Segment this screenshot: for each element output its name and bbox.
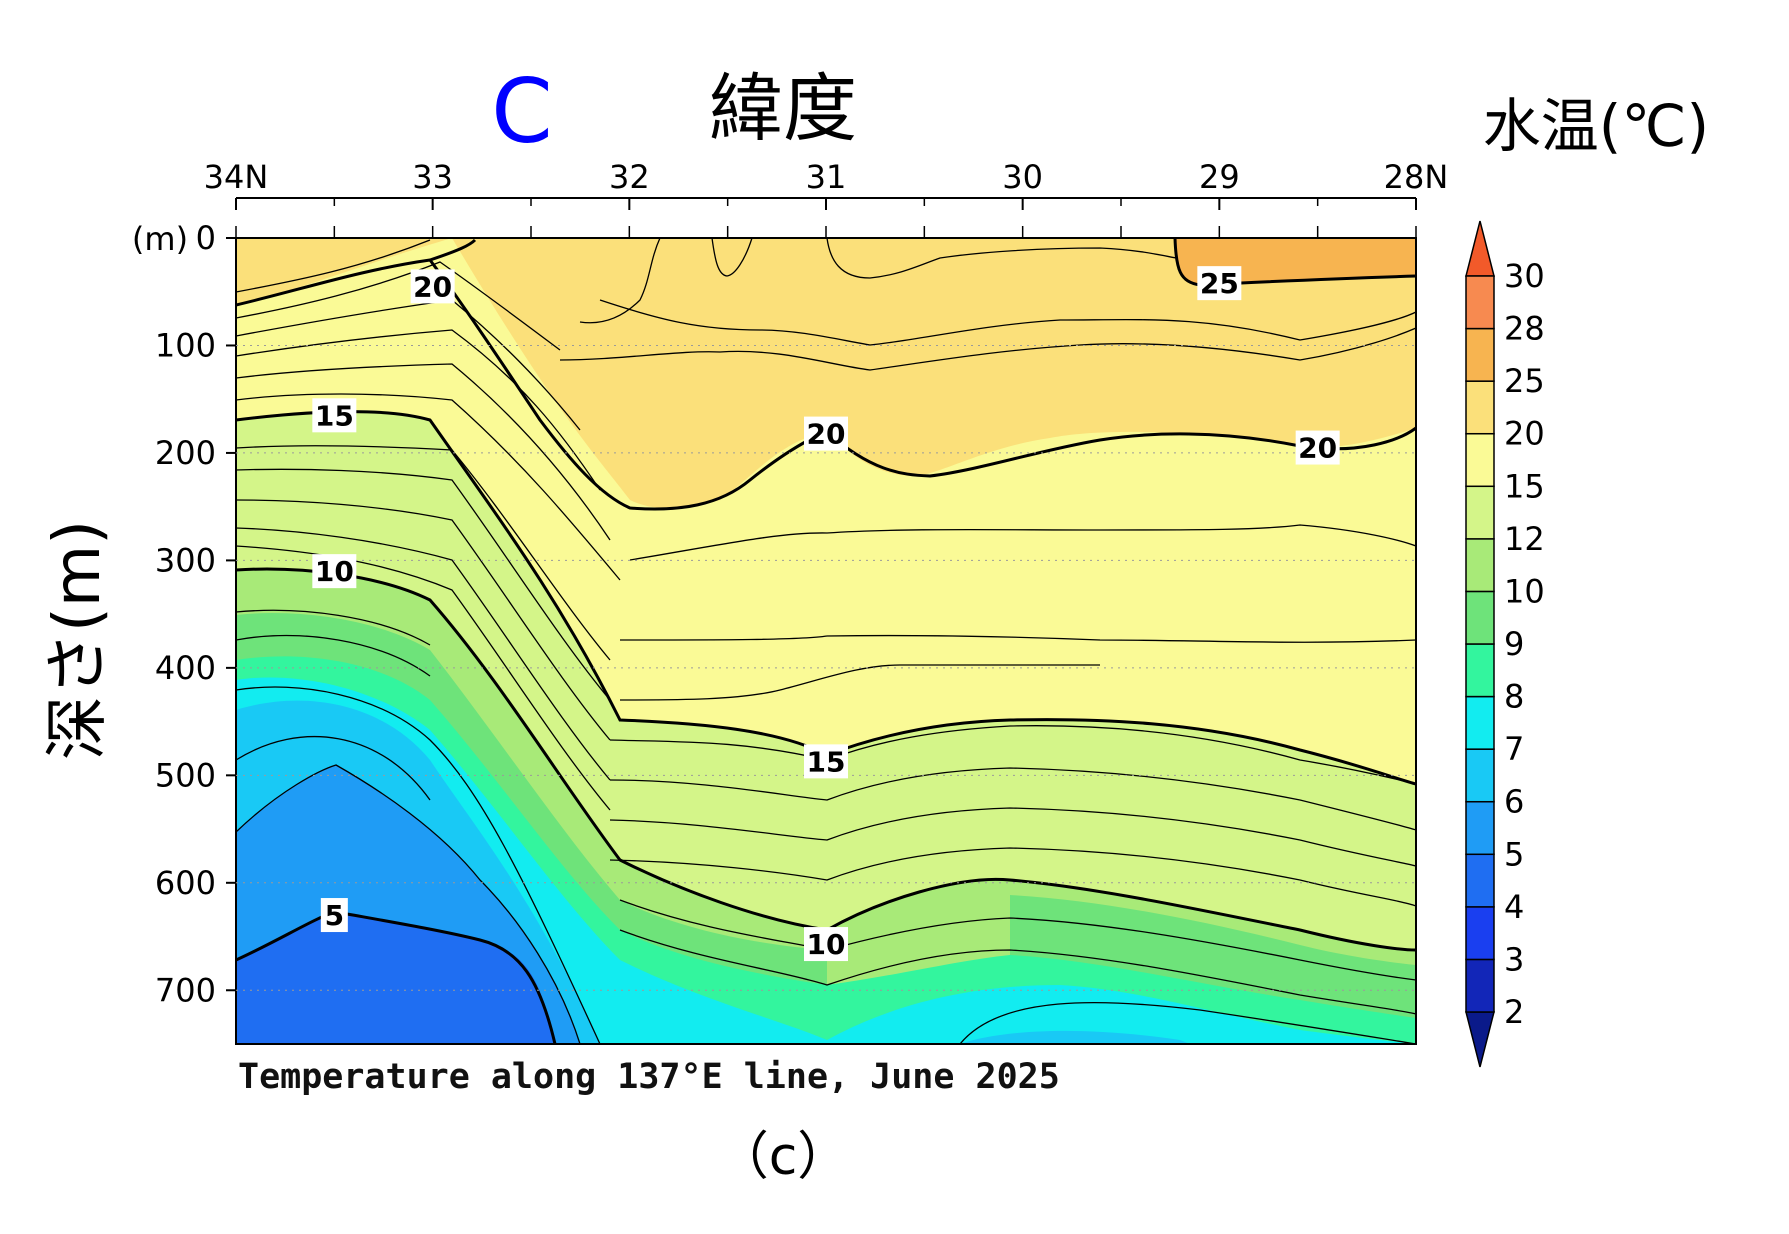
colorbar-label: 30	[1504, 257, 1545, 295]
x-axis-title: 緯度	[709, 66, 857, 152]
contour-label-bg	[804, 927, 848, 962]
y-tick-label: 100	[155, 326, 216, 364]
y-unit-label: (m)	[132, 220, 188, 258]
colorbar-label: 4	[1504, 888, 1524, 926]
colorbar-max-arrow	[1465, 220, 1495, 277]
y-ticks: 0 100 200 300 400 500 600 700	[155, 219, 1416, 1009]
colorbar-label: 3	[1504, 940, 1524, 978]
colorbar-swatch	[1465, 327, 1495, 382]
colorbar-swatch	[1465, 748, 1495, 803]
contour-label: 10	[804, 927, 848, 962]
chart-caption: Temperature along 137°E line, June 2025	[238, 1057, 1060, 1097]
x-tick-label: 29	[1199, 158, 1240, 196]
colorbar-swatch	[1465, 538, 1495, 593]
contour-label-text: 20	[413, 270, 452, 303]
colorbar-label: 12	[1504, 520, 1545, 558]
contour-label-text: 20	[807, 418, 846, 451]
contour-label-bg	[1197, 266, 1242, 301]
colorbar-label: 6	[1504, 783, 1524, 821]
colorbar-swatch	[1465, 643, 1495, 698]
contour-5	[236, 910, 557, 1044]
y-axis: 0 100 200 300 400 500 600 700	[155, 219, 1416, 1044]
x-tick-label: 33	[412, 158, 453, 196]
y-tick-label: 700	[155, 971, 216, 1009]
colorbar-swatch	[1465, 695, 1495, 750]
panel-letter: C	[491, 60, 552, 163]
contour-label-bg	[312, 554, 357, 589]
contour-label: 5	[320, 898, 348, 933]
colorbar-label: 15	[1504, 467, 1545, 505]
contour-label: 15	[312, 398, 357, 433]
x-tick-label: 31	[806, 158, 847, 196]
colorbar-label: 25	[1504, 362, 1545, 400]
colorbar-swatch	[1465, 590, 1495, 645]
x-tick-label: 28N	[1384, 158, 1449, 196]
colorbar-label: 7	[1504, 730, 1524, 768]
colorbar: 2 3 4 5 6 7 8 9 10 12 15 20 25 28 30	[1465, 220, 1545, 1068]
band-20-25-fill	[452, 238, 1416, 509]
y-tick-label: 200	[155, 434, 216, 472]
thin-contours	[236, 238, 1416, 1044]
colorbar-swatch	[1465, 853, 1495, 908]
contour-label: 20	[804, 416, 848, 451]
colorbar-label: 10	[1504, 572, 1545, 610]
contour-label-text: 20	[1298, 432, 1337, 465]
colorbar-label: 2	[1504, 993, 1524, 1031]
contour-label-text: 15	[807, 745, 846, 778]
colorbar-swatch	[1465, 275, 1495, 330]
colorbar-swatch	[1465, 380, 1495, 435]
colorbar-min-arrow	[1465, 1011, 1495, 1068]
y-tick-label: 600	[155, 864, 216, 902]
contour-label-bg	[410, 269, 455, 304]
y-tick-label: 0	[196, 219, 216, 257]
y-axis-title: 深さ(m)	[41, 520, 115, 760]
colorbar-swatch	[1465, 432, 1495, 488]
contour-label: 25	[1197, 266, 1242, 301]
contour-label: 20	[1295, 430, 1340, 465]
colorbar-swatch	[1465, 485, 1495, 540]
contour-label-bg	[804, 416, 848, 451]
x-tick-label: 30	[1002, 158, 1043, 196]
contour-label-text: 25	[1200, 267, 1239, 300]
colorbar-label: 8	[1504, 678, 1524, 716]
x-tick-label: 32	[609, 158, 650, 196]
contour-label: 15	[804, 744, 848, 779]
colorbar-label: 5	[1504, 835, 1524, 873]
contour-label: 10	[312, 554, 357, 589]
colorbar-label: 20	[1504, 415, 1545, 453]
y-tick-label: 400	[155, 649, 216, 687]
colorbar-swatch	[1465, 906, 1495, 961]
contour-label: 20	[410, 269, 455, 304]
colorbar-swatch	[1465, 958, 1495, 1013]
colorbar-label: 9	[1504, 625, 1524, 663]
contour-20-west	[236, 238, 477, 307]
contour-label-bg	[804, 744, 848, 779]
contour-label-bg	[312, 398, 357, 433]
colorbar-swatch	[1465, 800, 1495, 856]
contour-label-text: 15	[315, 399, 354, 432]
panel-tag: （c）	[717, 1127, 850, 1187]
contour-labels: 20 25 15 20 20 10 15 5 10	[312, 266, 1340, 962]
x-tick-label: 34N	[204, 158, 269, 196]
contour-label-text: 5	[325, 899, 344, 932]
x-ticks: 34N 33 32 31 30 29 28N	[204, 158, 1449, 238]
contour-label-text: 10	[807, 928, 846, 961]
x-axis: 34N 33 32 31 30 29 28N	[204, 158, 1449, 238]
contour-10	[236, 567, 1416, 952]
y-tick-label: 300	[155, 541, 216, 579]
colorbar-label: 28	[1504, 310, 1545, 348]
colorbar-title: 水温(℃)	[1483, 92, 1709, 160]
contour-label-bg	[320, 898, 348, 933]
y-tick-label: 500	[155, 756, 216, 794]
band-4-5	[236, 912, 555, 1044]
contour-label-bg	[1295, 430, 1340, 465]
contour-fill	[236, 238, 1416, 1044]
contour-label-text: 10	[315, 555, 354, 588]
